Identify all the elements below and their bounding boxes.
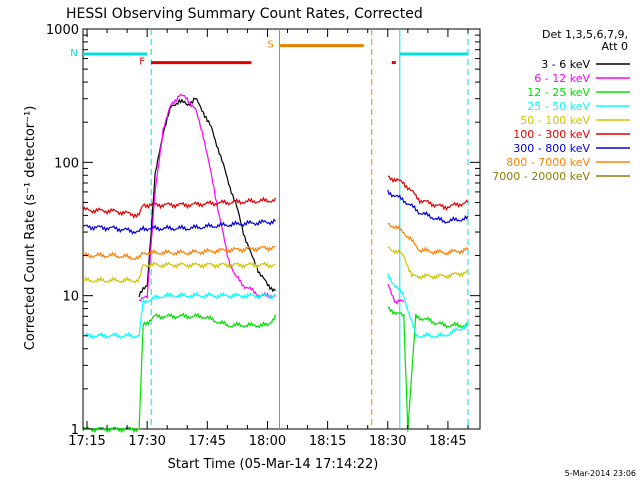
footer-timestamp: 5-Mar-2014 23:06 bbox=[565, 469, 636, 478]
legend-entry-label: 100 - 300 keV bbox=[513, 128, 590, 141]
y-tick-label: 100 bbox=[54, 156, 79, 171]
legend-header: Att 0 bbox=[602, 40, 628, 53]
x-tick-label: 17:45 bbox=[189, 434, 226, 449]
x-tick-label: 18:00 bbox=[249, 434, 286, 449]
flag-label: S bbox=[267, 40, 273, 51]
legend-entry-label: 12 - 25 keV bbox=[527, 86, 590, 99]
x-tick-label: 17:15 bbox=[68, 434, 105, 449]
vertical-markers-group bbox=[150, 29, 469, 429]
series-line bbox=[82, 246, 468, 284]
series-line bbox=[82, 175, 469, 219]
tick-labels-group: 17:15 17:30 17:45 18:00 18:15 18:30 18:45 1 10 10… bbox=[46, 23, 480, 449]
legend-header: Det 1,3,5,6,7,9, bbox=[542, 28, 628, 41]
flag-label: F bbox=[139, 57, 145, 68]
flag-label: N bbox=[70, 48, 77, 59]
legend-entry-label: 50 - 100 keV bbox=[520, 114, 590, 127]
y-tick-label: 10 bbox=[62, 290, 79, 305]
flag-bars-group: N F S bbox=[70, 40, 468, 68]
y-axis-label: Corrected Count Rate (s⁻¹ detector⁻¹) bbox=[23, 106, 38, 351]
plot-frame-group bbox=[82, 28, 481, 430]
series-line bbox=[138, 93, 405, 305]
series-line bbox=[82, 306, 469, 434]
chart-title: HESSI Observing Summary Count Rates, Cor… bbox=[66, 6, 423, 22]
y-tick-label: 1 bbox=[71, 423, 79, 438]
x-tick-label: 18:30 bbox=[369, 434, 406, 449]
series-line bbox=[82, 189, 469, 236]
legend-entry-label: 800 - 7000 keV bbox=[506, 156, 590, 169]
series-line bbox=[82, 273, 469, 340]
plot-frame bbox=[82, 28, 481, 430]
series-line bbox=[82, 222, 469, 261]
legend-entry-label: 25 - 50 keV bbox=[527, 100, 590, 113]
y-tick-label: 1000 bbox=[46, 23, 79, 38]
x-axis-label: Start Time (05-Mar-14 17:14:22) bbox=[168, 457, 379, 472]
series-group bbox=[82, 93, 469, 434]
legend-entry-label: 6 - 12 keV bbox=[534, 72, 590, 85]
series-line bbox=[138, 97, 276, 298]
x-tick-label: 17:30 bbox=[128, 434, 165, 449]
x-tick-label: 18:15 bbox=[309, 434, 346, 449]
x-tick-label: 18:45 bbox=[429, 434, 466, 449]
legend-entry-label: 7000 - 20000 keV bbox=[492, 170, 590, 183]
legend-entry-label: 300 - 800 keV bbox=[513, 142, 590, 155]
legend-entry-label: 3 - 6 keV bbox=[541, 58, 590, 71]
